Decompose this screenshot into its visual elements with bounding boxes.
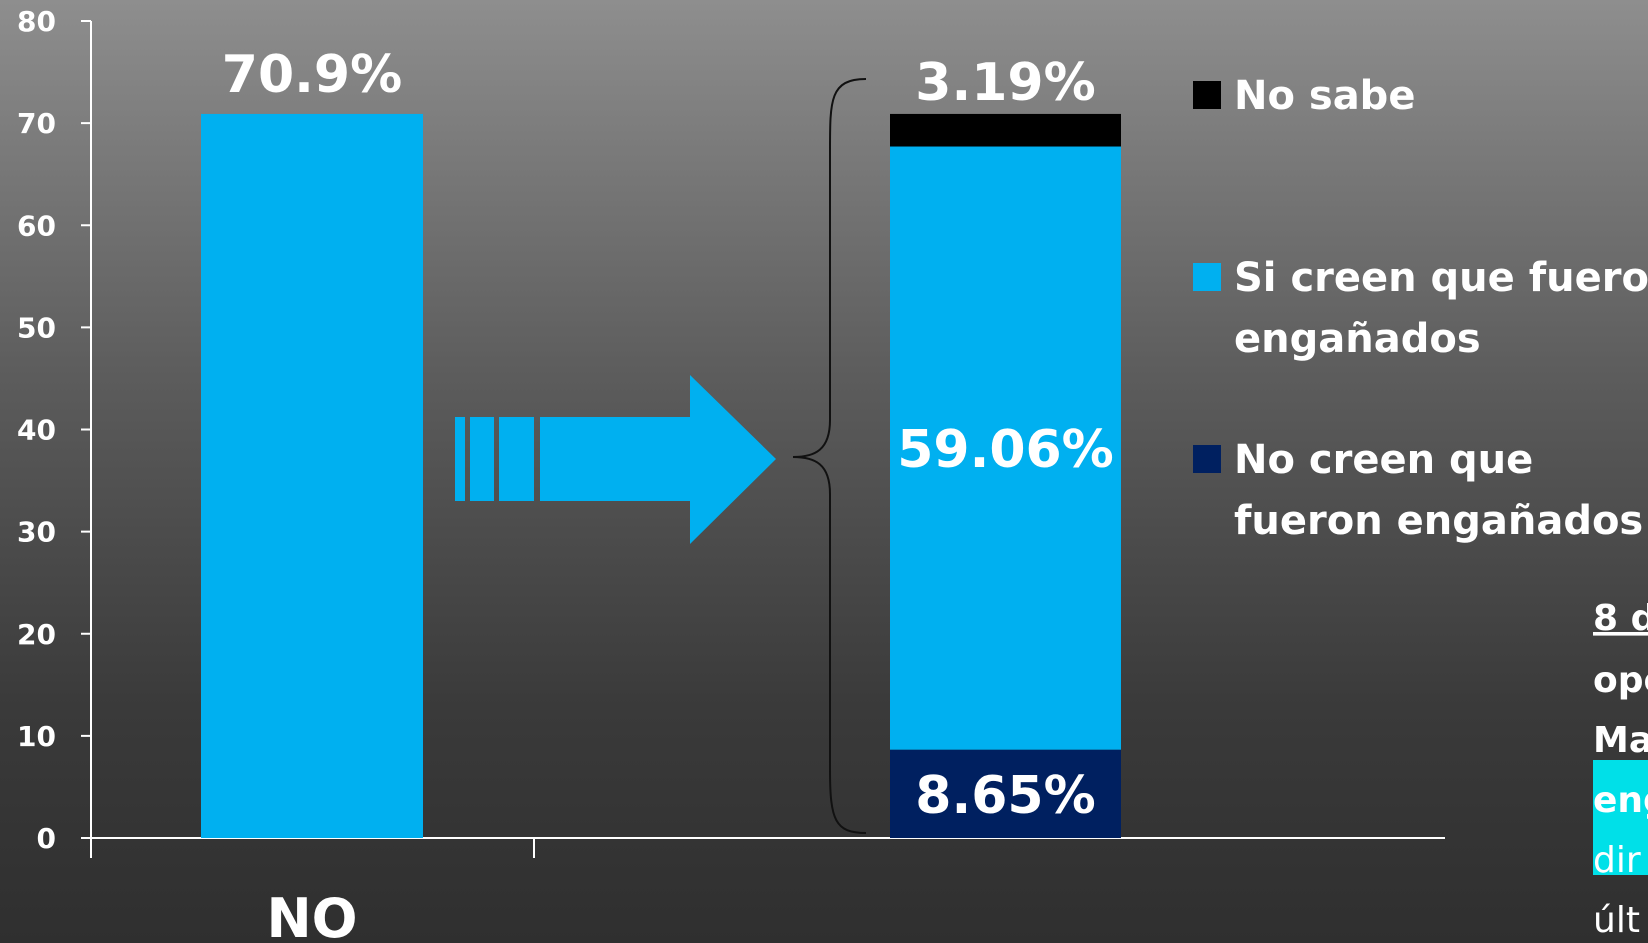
y-tick-label: 10	[17, 720, 56, 753]
y-tick-label: 60	[17, 209, 56, 242]
bar-group: 70.9% NO	[201, 45, 423, 943]
note-line: Ma	[1593, 720, 1648, 761]
legend: No sabe Si creen que fueron engañados No cr…	[1193, 73, 1648, 544]
legend-label: fueron engañados	[1234, 498, 1643, 544]
bar-value-label: 70.9%	[222, 45, 402, 105]
arrow-head	[540, 375, 776, 544]
legend-label: No sabe	[1234, 73, 1415, 119]
note-line: eng	[1593, 780, 1648, 821]
category-label: NO	[266, 887, 357, 943]
stacked-bar: 8.65% 59.06% 3.19%	[890, 53, 1121, 838]
curly-brace	[792, 78, 867, 834]
note-highlight	[1593, 760, 1648, 875]
legend-label: No creen que	[1234, 437, 1533, 483]
note-line: dir	[1593, 840, 1641, 881]
y-tick-label: 80	[17, 5, 56, 38]
y-tick-label: 0	[37, 822, 56, 855]
stack-segment	[890, 146, 1121, 750]
bar	[201, 113, 423, 839]
stack-segment	[890, 113, 1121, 147]
arrow-graphic	[455, 375, 776, 544]
legend-label: engañados	[1234, 316, 1481, 362]
note-line: ope	[1593, 660, 1648, 701]
y-tick-label: 20	[17, 618, 56, 651]
y-tick-label: 30	[17, 516, 56, 549]
legend-swatch	[1193, 81, 1221, 109]
legend-swatch	[1193, 445, 1221, 473]
arrow-stripe	[499, 417, 534, 501]
legend-label: Si creen que fueron	[1234, 255, 1648, 301]
stack-value-label: 3.19%	[915, 53, 1095, 113]
stack-segment	[890, 749, 1121, 838]
side-note: 8 d ope Ma eng dir últ	[1593, 598, 1648, 941]
note-line: últ	[1593, 900, 1640, 941]
note-line: 8 d	[1593, 598, 1648, 639]
stack-value-label: 59.06%	[897, 420, 1114, 480]
legend-swatch	[1193, 263, 1221, 291]
y-tick-label: 50	[17, 311, 56, 344]
y-tick-label: 70	[17, 107, 56, 140]
brace-graphic	[792, 78, 867, 834]
y-tick-label: 40	[17, 414, 56, 447]
stack-value-label: 8.65%	[915, 766, 1095, 826]
arrow-stripe	[455, 417, 465, 501]
arrow-stripe	[470, 417, 494, 501]
